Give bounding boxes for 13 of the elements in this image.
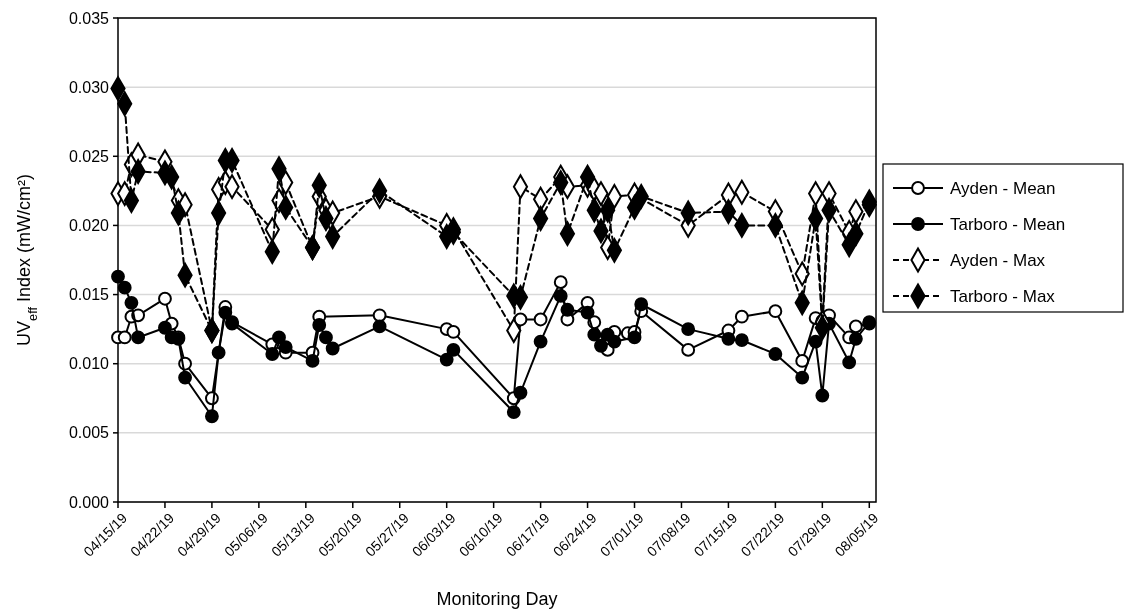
y-tick-label: 0.000 — [68, 493, 110, 511]
legend-label: Tarboro - Max — [950, 286, 1056, 306]
y-tick-label: 0.020 — [68, 217, 110, 235]
legend-label: Ayden - Mean — [950, 178, 1056, 198]
y-tick-label: 0.010 — [68, 355, 110, 373]
y-tick-label: 0.005 — [68, 424, 110, 442]
y-tick-label: 0.025 — [68, 147, 110, 165]
y-tick-label: 0.030 — [68, 78, 110, 96]
y-tick-label: 0.035 — [68, 9, 110, 27]
y-tick-label: 0.015 — [68, 286, 110, 304]
legend-label: Ayden - Max — [950, 250, 1046, 270]
legend-label: Tarboro - Mean — [950, 214, 1066, 234]
x-axis-title: Monitoring Day — [436, 589, 558, 609]
